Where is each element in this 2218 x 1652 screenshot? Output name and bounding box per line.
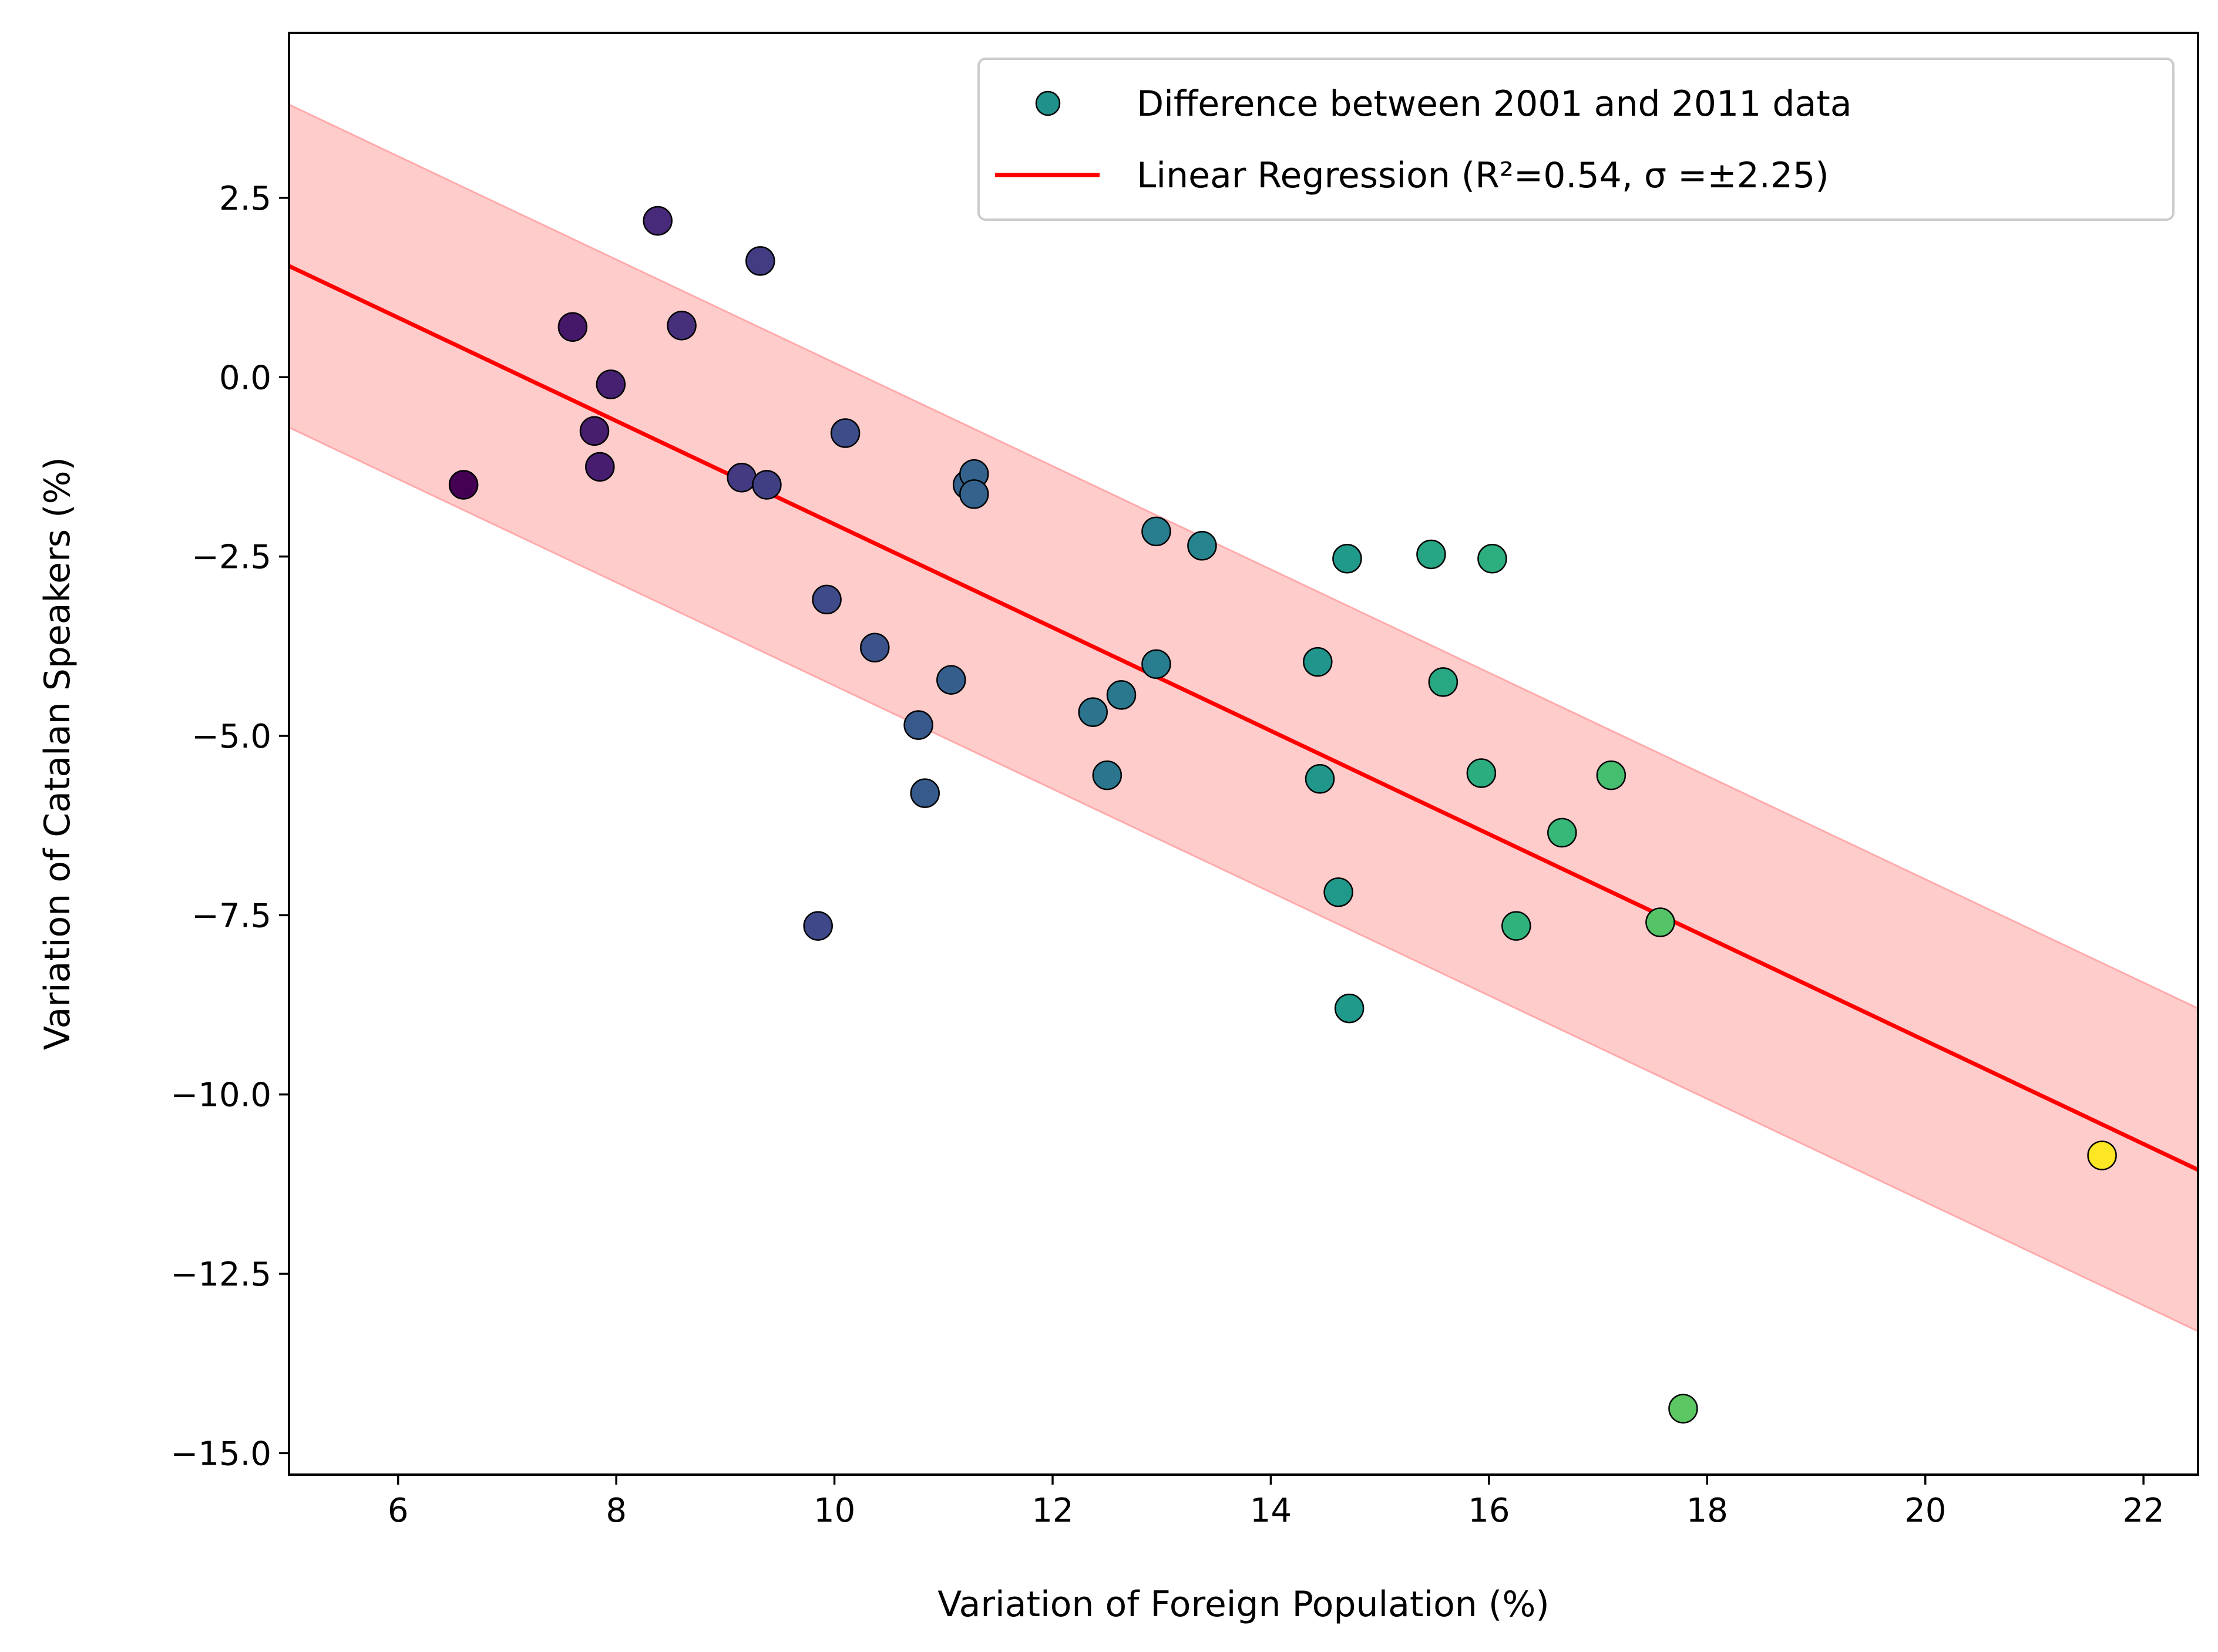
y-tick-label: 2.5 <box>219 180 271 218</box>
x-tick-label: 22 <box>2123 1492 2165 1530</box>
x-tick-label: 10 <box>814 1492 855 1530</box>
x-tick-label: 6 <box>388 1492 409 1530</box>
data-point-22 <box>1092 760 1123 790</box>
x-tick-label: 12 <box>1031 1492 1073 1530</box>
legend-label-regression: Linear Regression (R²=0.54, σ =±2.25) <box>1137 155 1829 196</box>
data-point-40 <box>1668 1394 1698 1424</box>
scatter-points <box>448 206 2117 1424</box>
data-point-6 <box>643 206 673 236</box>
data-point-37 <box>1547 817 1577 848</box>
x-tick-label: 18 <box>1686 1492 1728 1530</box>
data-point-3 <box>579 416 610 446</box>
regression-line <box>289 264 2198 1172</box>
data-point-9 <box>745 246 775 276</box>
data-point-27 <box>1303 647 1333 677</box>
x-axis-ticks: 6 8 10 12 14 16 18 20 22 <box>388 1475 2165 1530</box>
y-tick-label: −5.0 <box>191 718 271 756</box>
data-point-32 <box>1416 539 1446 570</box>
y-tick-label: −2.5 <box>191 539 271 577</box>
y-tick-label: 0.0 <box>219 359 271 397</box>
legend: Difference between 2001 and 2011 data Li… <box>977 58 2175 221</box>
data-point-23 <box>1106 680 1137 710</box>
data-point-20 <box>959 479 989 509</box>
data-point-15 <box>903 710 933 740</box>
data-point-29 <box>1323 877 1353 907</box>
data-point-8 <box>727 463 757 493</box>
sigma-band-lower-edge <box>289 426 2198 1333</box>
x-tick-label: 14 <box>1250 1492 1292 1530</box>
data-point-14 <box>860 632 890 662</box>
y-tick-label: −15.0 <box>170 1435 271 1473</box>
data-point-16 <box>910 778 940 808</box>
data-point-41 <box>2087 1140 2117 1170</box>
data-point-35 <box>1477 544 1507 574</box>
data-point-34 <box>1466 758 1497 788</box>
x-tick-label: 16 <box>1468 1492 1510 1530</box>
legend-scatter-marker <box>1035 90 1061 116</box>
data-point-7 <box>667 311 697 341</box>
data-point-12 <box>812 584 842 615</box>
data-point-4 <box>585 452 615 482</box>
y-tick-label: −7.5 <box>191 897 271 935</box>
data-point-21 <box>1078 697 1108 727</box>
y-axis-label: Variation of Catalan Speakers (%) <box>37 457 78 1050</box>
data-point-30 <box>1332 544 1362 574</box>
data-point-25 <box>1141 649 1171 679</box>
y-tick-label: −12.5 <box>170 1256 271 1294</box>
x-tick-label: 20 <box>1904 1492 1946 1530</box>
data-point-24 <box>1141 516 1171 547</box>
y-tick-label: −10.0 <box>170 1076 271 1115</box>
data-point-10 <box>752 470 782 500</box>
sigma-band-upper-edge <box>289 103 2198 1010</box>
data-point-26 <box>1187 531 1217 561</box>
data-point-5 <box>596 369 626 399</box>
data-point-31 <box>1334 993 1365 1024</box>
plot-frame <box>288 32 2199 1476</box>
data-point-28 <box>1305 763 1335 794</box>
x-axis-label: Variation of Foreign Population (%) <box>937 1584 1550 1625</box>
data-point-38 <box>1596 760 1626 790</box>
data-point-13 <box>830 418 861 448</box>
data-point-1 <box>448 470 479 500</box>
data-point-11 <box>803 911 833 941</box>
data-point-2 <box>557 312 588 342</box>
data-point-33 <box>1428 667 1458 697</box>
data-point-39 <box>1645 907 1675 937</box>
y-axis-ticks: 2.5 0.0 −2.5 −5.0 −7.5 −10.0 −12.5 −15.0 <box>170 180 289 1473</box>
legend-label-scatter: Difference between 2001 and 2011 data <box>1137 83 1852 125</box>
legend-box <box>977 58 2175 221</box>
data-point-36 <box>1501 911 1531 941</box>
x-tick-label: 8 <box>606 1492 627 1530</box>
data-point-17 <box>936 665 966 695</box>
